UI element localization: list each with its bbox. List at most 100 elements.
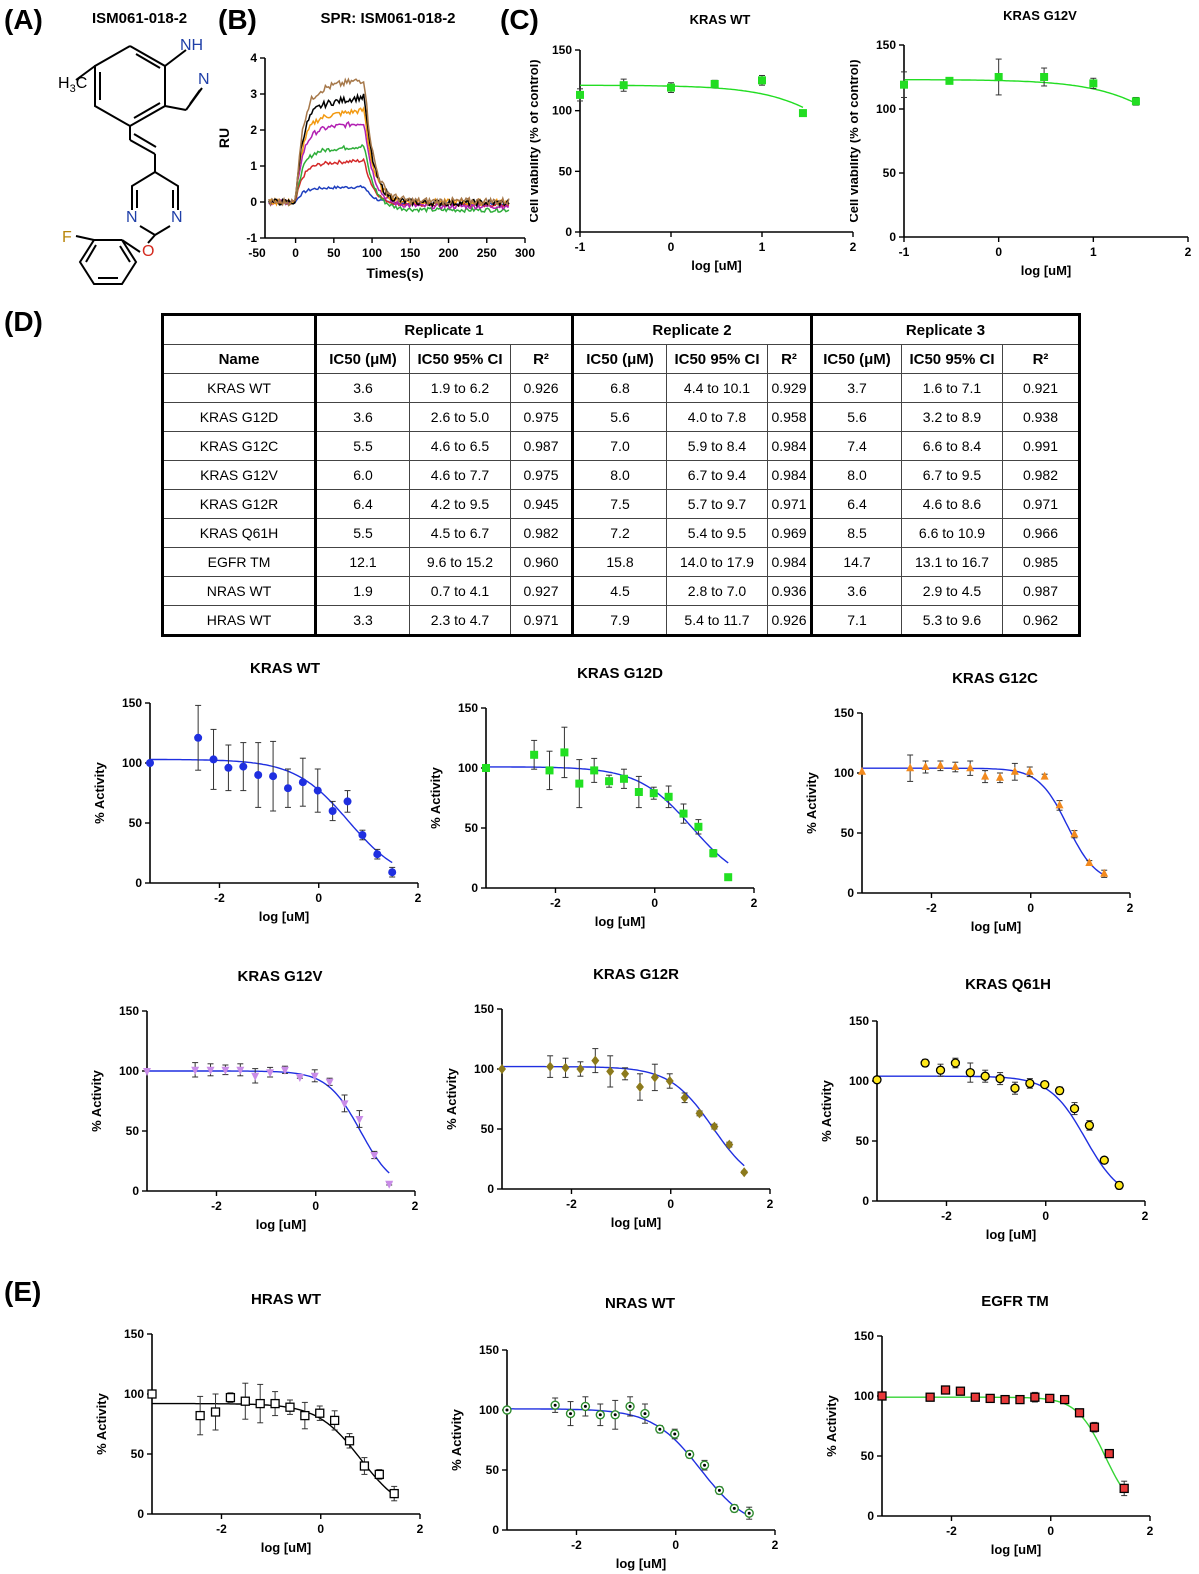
x-axis-label: log [uM] bbox=[986, 1227, 1037, 1242]
data-point bbox=[1054, 1085, 1065, 1096]
data-point bbox=[699, 1460, 710, 1470]
panel-label-e: (E) bbox=[4, 1276, 42, 1307]
y-tick-label: 0 bbox=[862, 1194, 869, 1208]
data-point bbox=[546, 1061, 555, 1072]
y-tick-label: 50 bbox=[129, 816, 143, 830]
x-axis-label: log [uM] bbox=[691, 258, 742, 273]
data-point bbox=[740, 1167, 749, 1178]
data-point bbox=[370, 1152, 379, 1160]
table-cell: 1.6 to 7.1 bbox=[901, 373, 1003, 403]
sub-header-ic50: IC50 (μM) bbox=[810, 344, 902, 374]
table-cell: 7.2 bbox=[571, 518, 667, 548]
fit-curve bbox=[580, 84, 804, 109]
data-point bbox=[950, 1058, 961, 1068]
data-point bbox=[980, 1071, 990, 1081]
table-cell: 0.987 bbox=[510, 431, 573, 461]
x-tick-label: 50 bbox=[327, 246, 341, 260]
y-tick-label: 50 bbox=[126, 1124, 140, 1138]
data-point bbox=[1040, 1079, 1050, 1090]
act-egfr-title: EGFR TM bbox=[981, 1293, 1049, 1310]
data-point bbox=[329, 1415, 340, 1426]
data-point bbox=[300, 1410, 310, 1421]
table-cell: 2.9 to 4.5 bbox=[901, 576, 1003, 606]
fit-curve bbox=[152, 1402, 395, 1496]
table-cell-name: KRAS G12V bbox=[161, 460, 316, 490]
table-cell: 3.6 bbox=[314, 373, 410, 403]
y-tick-label: 50 bbox=[481, 1122, 495, 1136]
x-tick-label: 2 bbox=[850, 240, 857, 254]
y-tick-label: 150 bbox=[119, 1004, 139, 1018]
data-point bbox=[389, 1488, 399, 1499]
table-cell: 0.987 bbox=[1002, 576, 1081, 606]
data-point bbox=[576, 1064, 585, 1074]
y-tick-label: 150 bbox=[124, 1327, 144, 1341]
table-cell: 5.6 bbox=[810, 402, 902, 432]
table-cell: 3.7 bbox=[810, 373, 902, 403]
x-tick-label: 200 bbox=[439, 246, 459, 260]
x-tick-label: 150 bbox=[400, 246, 420, 260]
data-point bbox=[210, 1407, 221, 1417]
data-point bbox=[561, 1062, 570, 1073]
table-cell: 13.1 to 16.7 bbox=[901, 547, 1003, 577]
molecule-structure: NH N H3C N N O F bbox=[58, 37, 210, 285]
table-cell: 14.0 to 17.9 bbox=[666, 547, 768, 577]
x-tick-label: -1 bbox=[575, 240, 586, 254]
table-cell: 0.982 bbox=[1002, 460, 1081, 490]
data-point bbox=[650, 1072, 659, 1083]
panel-label-c: (C) bbox=[500, 4, 539, 35]
group-header-2: Replicate 2 bbox=[571, 313, 812, 345]
y-axis-label: % Activity bbox=[92, 761, 107, 823]
x-axis-label: log [uM] bbox=[971, 919, 1022, 934]
x-axis-label: log [uM] bbox=[256, 1217, 307, 1232]
data-point bbox=[670, 1429, 680, 1439]
data-point bbox=[315, 1408, 325, 1418]
x-tick-label: 250 bbox=[477, 246, 497, 260]
spr-sensorgram-line bbox=[268, 106, 510, 207]
data-point-dot bbox=[583, 1404, 587, 1408]
data-point bbox=[667, 83, 675, 92]
table-cell: 7.5 bbox=[571, 489, 667, 519]
sub-header-ci: IC50 95% CI bbox=[901, 344, 1003, 374]
data-point-dot bbox=[747, 1511, 751, 1515]
sub-header-r2: R² bbox=[510, 344, 573, 374]
data-point bbox=[385, 1180, 394, 1189]
y-tick-label: 150 bbox=[552, 43, 572, 57]
y-tick-label: 100 bbox=[834, 766, 854, 780]
data-point bbox=[951, 762, 960, 770]
atom-f: F bbox=[62, 229, 72, 246]
data-point bbox=[935, 1065, 946, 1075]
data-point bbox=[206, 1066, 215, 1075]
y-axis-label: % Activity bbox=[89, 1069, 104, 1131]
table-cell: 7.0 bbox=[571, 431, 667, 461]
table-cell: 5.4 to 9.5 bbox=[666, 518, 768, 548]
x-tick-label: 2 bbox=[1147, 1524, 1154, 1538]
data-point bbox=[725, 1139, 734, 1150]
data-point bbox=[313, 786, 322, 795]
data-point bbox=[195, 1410, 205, 1421]
data-point bbox=[1000, 1394, 1010, 1405]
data-point bbox=[591, 1055, 600, 1066]
data-point bbox=[985, 1393, 995, 1404]
y-axis-label: % Activity bbox=[449, 1408, 464, 1470]
data-point bbox=[1084, 1120, 1095, 1131]
data-point bbox=[635, 1082, 644, 1092]
x-axis-label: log [uM] bbox=[1021, 263, 1072, 278]
table-cell: 0.945 bbox=[510, 489, 573, 519]
table-cell: 6.7 to 9.5 bbox=[901, 460, 1003, 490]
table-row: KRAS G12C 5.5 4.6 to 6.5 0.987 7.0 5.9 to 8.4… bbox=[161, 431, 1081, 461]
data-point-dot bbox=[643, 1412, 647, 1416]
y-tick-label: 3 bbox=[250, 87, 257, 101]
y-tick-label: 0 bbox=[135, 876, 142, 890]
table-cell: 15.8 bbox=[571, 547, 667, 577]
y-tick-label: 0 bbox=[137, 1507, 144, 1521]
fit-curve bbox=[147, 1070, 390, 1174]
y-tick-label: 4 bbox=[250, 51, 257, 65]
data-point bbox=[995, 772, 1004, 781]
act-g12v-chart: 0 50 100 150 -2 0 2 log [uM] % Activity bbox=[89, 1004, 419, 1232]
y-tick-label: 100 bbox=[474, 1062, 494, 1076]
data-point bbox=[482, 764, 490, 772]
data-point bbox=[590, 766, 599, 775]
y-tick-label: 50 bbox=[861, 1449, 875, 1463]
table-cell: 0.966 bbox=[1002, 518, 1081, 548]
y-axis-label: % Activity bbox=[94, 1392, 109, 1454]
